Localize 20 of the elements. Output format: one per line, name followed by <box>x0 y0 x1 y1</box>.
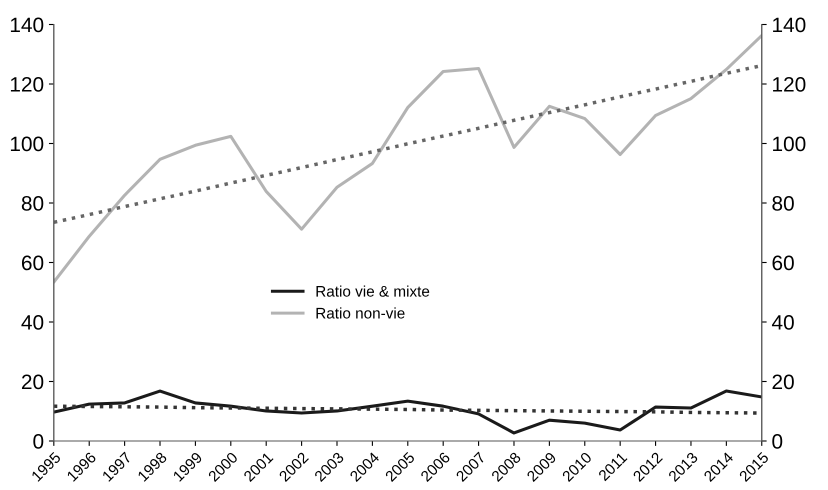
y-tick-label: 20 <box>22 374 44 390</box>
y-tick-label: 80 <box>22 196 44 211</box>
y2-tick-label: 20 <box>772 374 794 390</box>
legend-label: Ratio non-vie <box>316 307 405 319</box>
y2-tick-label: 60 <box>772 256 794 270</box>
y2-tick-label: 40 <box>772 315 794 330</box>
y-tick-label: 100 <box>10 136 44 152</box>
line-series <box>54 389 762 434</box>
y-tick-label: 60 <box>22 256 44 270</box>
line-series <box>54 34 762 284</box>
legend-label: Ratio vie & mixte <box>316 285 430 297</box>
y-tick-label: 0 <box>33 434 44 449</box>
y2-tick-label: 100 <box>773 136 806 152</box>
y-tick-label: 40 <box>21 315 44 330</box>
y-tick-label: 140 <box>10 18 44 32</box>
y2-tick-label: 120 <box>773 77 806 92</box>
y-tick-label: 120 <box>10 77 44 92</box>
y2-tick-label: 0 <box>772 434 782 449</box>
y2-tick-label: 80 <box>772 196 794 211</box>
y2-tick-label: 140 <box>773 18 806 32</box>
